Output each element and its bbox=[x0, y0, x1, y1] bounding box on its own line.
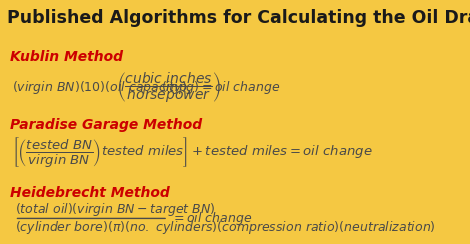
Text: $= oil\ change$: $= oil\ change$ bbox=[171, 210, 252, 227]
Text: $\left(\dfrac{cubic\ inches}{horsepower}\right)$: $\left(\dfrac{cubic\ inches}{horsepower}… bbox=[116, 70, 221, 104]
Text: $(mpg) = oil\ change$: $(mpg) = oil\ change$ bbox=[161, 79, 280, 96]
Text: $(cylinder\ bore)(\pi)(no.\ cylinders)(compression\ ratio)(neutralization)$: $(cylinder\ bore)(\pi)(no.\ cylinders)(c… bbox=[15, 219, 435, 236]
Text: Published Algorithms for Calculating the Oil Drain Interval: Published Algorithms for Calculating the… bbox=[7, 9, 470, 27]
Text: $(total\ oil)(virgin\ BN - target\ BN)$: $(total\ oil)(virgin\ BN - target\ BN)$ bbox=[15, 201, 215, 218]
Text: Heidebrecht Method: Heidebrecht Method bbox=[9, 185, 169, 200]
Text: Kublin Method: Kublin Method bbox=[9, 50, 123, 64]
Text: $\left[\left(\dfrac{tested\ BN}{virgin\ BN}\right)tested\ miles\right] + tested\: $\left[\left(\dfrac{tested\ BN}{virgin\ … bbox=[12, 135, 373, 169]
Text: $(virgin\ BN)(10)(oil\ capacity)$: $(virgin\ BN)(10)(oil\ capacity)$ bbox=[12, 79, 187, 96]
Text: Paradise Garage Method: Paradise Garage Method bbox=[9, 118, 202, 132]
